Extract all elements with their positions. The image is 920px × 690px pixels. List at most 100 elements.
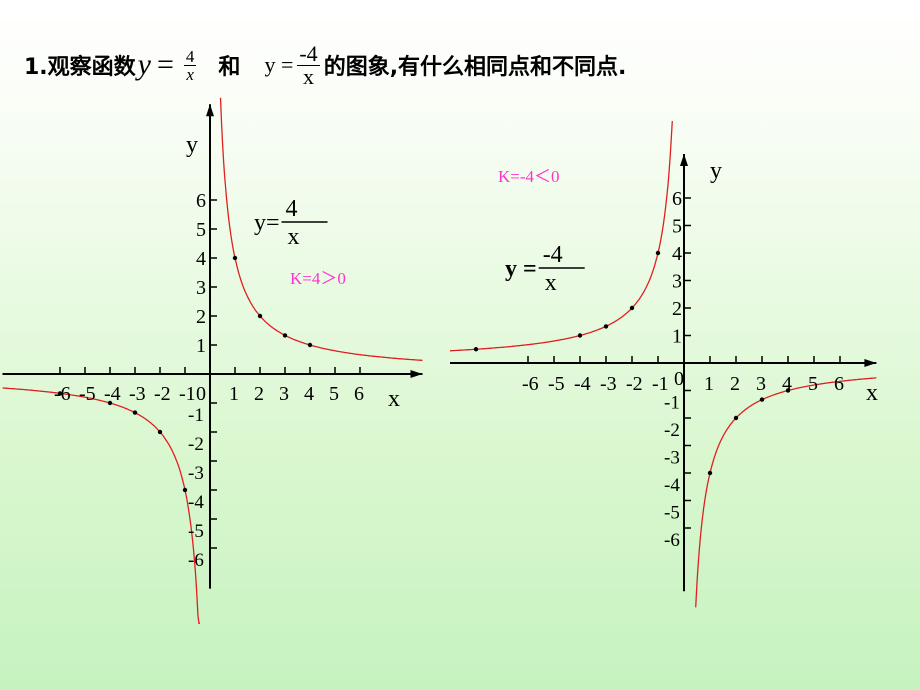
x-axis-label: x [866,380,878,406]
y-tick-label: 6 [196,190,206,212]
function2-numerator: -4 [297,40,320,66]
data-point [307,342,313,348]
k-annotation: K=4＞0 [290,269,346,288]
y-tick-label: -5 [188,521,204,542]
origin-label: 0 [674,368,684,390]
x-tick-label: 2 [254,383,264,405]
x-axis-label: x [388,386,400,412]
title-suffix: 的图象,有什么相同点和不同点. [323,55,627,80]
y-tick-label: 2 [672,298,682,320]
y-tick-label: -4 [188,492,204,513]
x-axis-arrow [410,370,423,378]
y-tick-label: 3 [672,271,682,293]
x-tick-label: 2 [730,373,740,395]
y-tick-label: 1 [672,326,682,348]
x-tick-label: -4 [104,383,121,405]
data-point [57,391,63,396]
data-point [107,400,113,406]
x-tick-label: -3 [600,373,617,395]
y-tick-label: 4 [196,248,206,270]
function1-numerator: 4 [183,46,197,66]
y-tick-label: -6 [664,530,680,551]
data-point [182,487,188,493]
formula-lhs: y= [254,210,280,236]
y-axis-arrow [680,154,688,166]
formula-numerator: -4 [543,242,563,268]
y-tick-label: 5 [196,219,206,241]
data-point [603,324,609,329]
data-point [257,313,263,319]
y-tick-label: -4 [664,475,680,496]
function2-denominator: x [303,63,315,89]
x-tick-label: -2 [154,383,171,405]
k-annotation: K=-4＜0 [498,167,560,186]
function2-lhs: y = [264,52,294,77]
y-tick-label: -2 [664,420,680,441]
x-tick-label: -3 [129,383,146,405]
data-point [132,410,138,415]
curve-branch-quadrant-1 [219,97,423,362]
y-tick-label: 3 [196,277,206,299]
x-tick-label: 6 [834,373,844,395]
curve-branch-quadrant-3 [2,387,200,625]
x-tick-label: -5 [79,383,96,405]
y-tick-label: 4 [672,243,682,265]
function1-eq: = [157,48,174,81]
x-tick-label: 1 [704,373,714,395]
x-tick-label: -4 [574,373,591,395]
x-tick-label: -6 [54,383,71,405]
function2-fraction: -4 x [297,40,320,89]
x-tick-label: 5 [329,383,339,405]
curve-branch-quadrant-4 [695,377,877,608]
data-point [655,250,661,256]
data-point [577,333,583,338]
y-tick-label: 1 [196,335,206,357]
graph-panel-1 [2,97,423,625]
x-tick-label: 3 [756,373,766,395]
curve-branch-quadrant-2 [449,120,673,352]
y-tick-label: -1 [664,393,680,414]
x-tick-label: 4 [782,373,792,395]
title-and: 和 [218,55,241,80]
y-tick-label: -3 [664,448,680,469]
y-tick-label: -5 [664,503,680,524]
formula-numerator: 4 [286,196,298,222]
formula-lhs: y = [505,256,537,282]
data-point [733,415,739,421]
x-tick-label: -5 [548,373,565,395]
y-axis-label: y [186,132,198,158]
graph-panel-2 [449,120,877,608]
y-tick-label: 2 [196,306,206,328]
data-point [785,388,791,393]
x-tick-label: -1 [179,383,196,405]
x-tick-label: 5 [808,373,818,395]
x-tick-label: -2 [626,373,643,395]
x-tick-label: 1 [229,383,239,405]
data-point [629,305,635,311]
y-tick-label: 5 [672,216,682,238]
title-prefix: 1.观察函数 [24,55,136,80]
data-point [707,470,713,476]
origin-label: 0 [196,383,206,405]
function1-y: y [137,48,151,81]
y-tick-label: -6 [188,550,204,571]
x-tick-label: 3 [279,383,289,405]
question-title: 1.观察函数 y = 4 x 和 y = -4 x 的图象,有什么相同点和不同点… [24,40,626,90]
data-point [282,333,288,338]
formula-denominator: x [288,224,300,250]
y-axis-label: y [710,158,722,184]
data-point [232,255,238,261]
function1-denominator: x [186,64,194,84]
y-tick-label: -2 [188,434,204,455]
y-tick-label: -3 [188,463,204,484]
y-tick-label: 6 [672,188,682,210]
x-axis-arrow [864,359,877,367]
y-tick-label: -1 [188,405,204,426]
x-tick-label: -6 [522,373,539,395]
y-axis-arrow [206,104,214,117]
formula-denominator: x [545,270,557,296]
data-point [759,397,765,402]
data-point [473,347,479,352]
x-tick-label: 4 [304,383,314,405]
